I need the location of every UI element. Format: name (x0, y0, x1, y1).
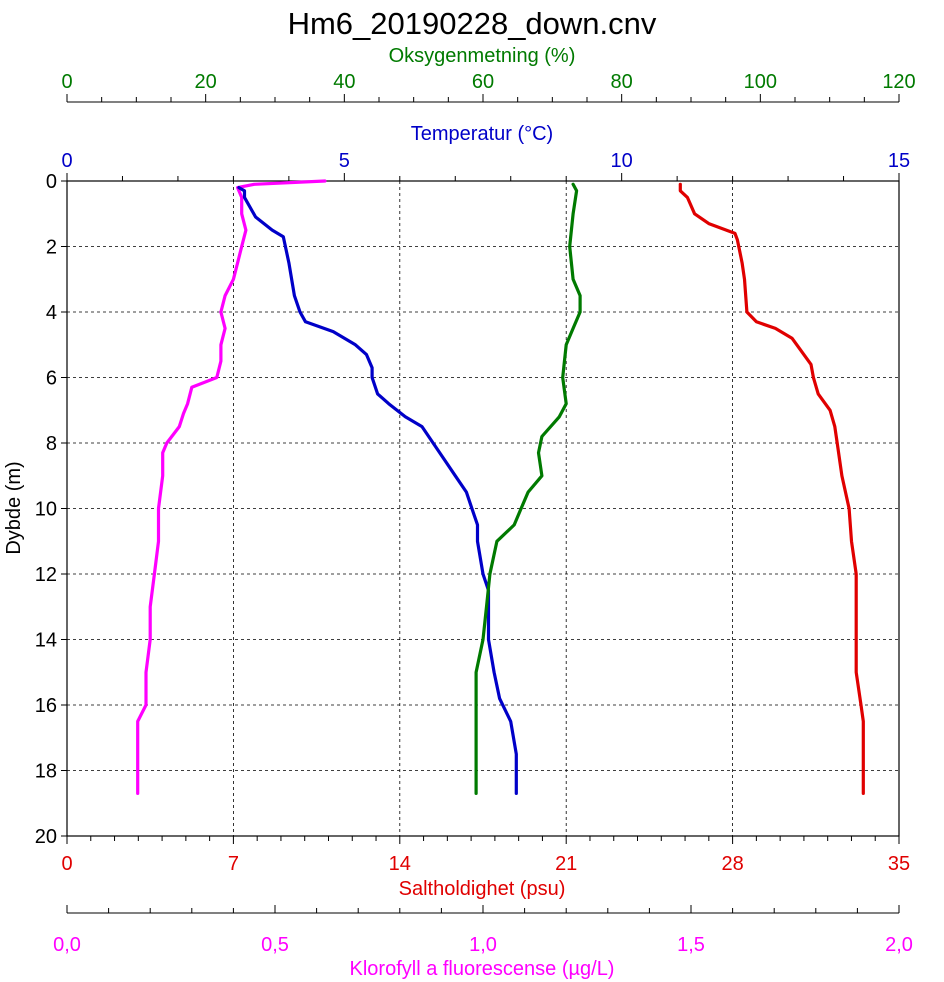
depth-tick-label: 0 (46, 171, 57, 193)
depth-tick-label: 6 (46, 368, 57, 390)
depth-axis-title: Dybde (m) (3, 461, 25, 554)
temperature-tick-label: 10 (611, 150, 633, 172)
fluorescence-tick-label: 1,5 (677, 934, 705, 956)
depth-tick-label: 16 (35, 695, 57, 717)
salinity-tick-label: 7 (228, 853, 239, 875)
salinity-axis-title: Saltholdighet (psu) (399, 878, 566, 900)
oxygen-tick-label: 120 (882, 71, 915, 93)
chart-title: Hm6_20190228_down.cnv (288, 6, 657, 41)
temperature-tick-label: 5 (339, 150, 350, 172)
depth-tick-label: 20 (35, 826, 57, 848)
fluorescence-tick-label: 0,5 (261, 934, 289, 956)
temperature-tick-label: 0 (61, 150, 72, 172)
series-group (136, 179, 865, 795)
salinity-tick-label: 21 (555, 853, 577, 875)
oxygen-tick-label: 100 (744, 71, 777, 93)
depth-tick-label: 8 (46, 433, 57, 455)
temperature-series-line (237, 186, 518, 795)
depth-tick-label: 4 (46, 302, 57, 324)
temperature-tick-label: 15 (888, 150, 910, 172)
oxygen-tick-label: 80 (611, 71, 633, 93)
fluorescence-tick-label: 2,0 (885, 934, 913, 956)
salinity-tick-label: 14 (389, 853, 411, 875)
fluorescence-tick-label: 1,0 (469, 934, 497, 956)
fluorescence-tick-label: 0,0 (53, 934, 81, 956)
depth-tick-label: 12 (35, 564, 57, 586)
depth-tick-label: 2 (46, 237, 57, 259)
depth-tick-label: 10 (35, 499, 57, 521)
salinity-tick-label: 35 (888, 853, 910, 875)
temperature-axis-title: Temperatur (°C) (411, 123, 553, 145)
oxygen-tick-label: 40 (333, 71, 355, 93)
salinity-tick-label: 0 (61, 853, 72, 875)
oxygen-series-line (474, 182, 582, 795)
salinity-tick-label: 28 (721, 853, 743, 875)
grid (67, 181, 899, 836)
oxygen-tick-label: 60 (472, 71, 494, 93)
salinity-series-line (678, 182, 865, 795)
fluorescence-axis-title: Klorofyll a fluorescense (µg/L) (350, 958, 615, 980)
oxygen-tick-label: 0 (61, 71, 72, 93)
depth-tick-label: 18 (35, 761, 57, 783)
oxygen-tick-label: 20 (195, 71, 217, 93)
oxygen-axis-title: Oksygenmetning (%) (389, 45, 576, 67)
fluorescence-series-line (136, 179, 327, 795)
depth-tick-label: 14 (35, 630, 57, 652)
